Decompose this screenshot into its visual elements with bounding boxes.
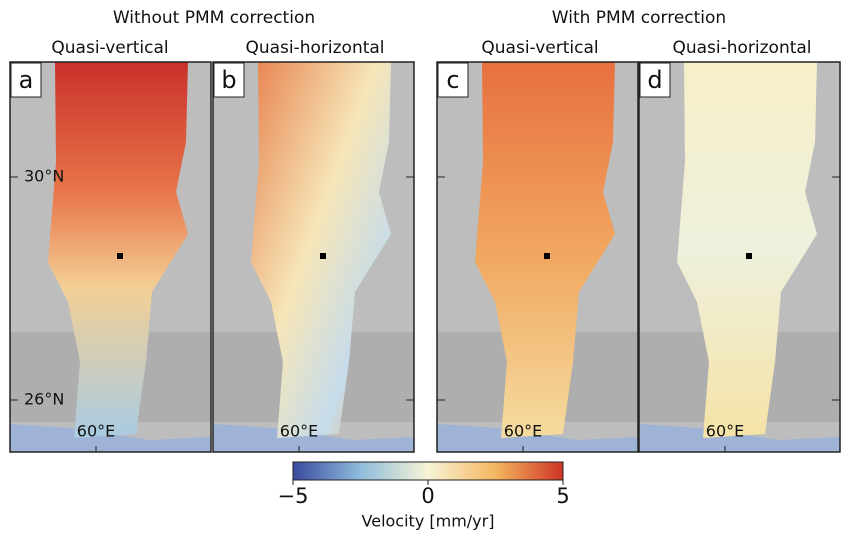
map-frame (212, 61, 415, 453)
map-panel: d 60°E (638, 61, 841, 453)
colorbar-tick-label: 5 (556, 484, 569, 508)
lon-label: 60°E (504, 422, 542, 441)
letter-box (10, 62, 42, 98)
colorbar-tick-label: −5 (278, 484, 309, 508)
lat-label: 30°N (24, 167, 64, 186)
panel-letter: c (446, 66, 459, 94)
reference-point (117, 253, 123, 259)
panel-title: Quasi-horizontal (672, 38, 811, 58)
lon-label: 60°E (77, 422, 115, 441)
reference-point (320, 253, 326, 259)
map-panel: a 60°E (9, 61, 212, 453)
panel-title: Quasi-horizontal (245, 38, 384, 58)
group-title: Without PMM correction (113, 8, 315, 28)
sea (10, 424, 211, 452)
colorbar-tick-label: 0 (421, 484, 434, 508)
panel-letter: d (647, 66, 662, 94)
colorbar (292, 461, 564, 481)
reference-point (544, 253, 550, 259)
lon-label: 60°E (706, 422, 744, 441)
velocity-field (251, 62, 391, 438)
velocity-field (48, 62, 188, 438)
map-frame (436, 61, 639, 453)
panel-title: Quasi-vertical (481, 38, 598, 58)
lon-label: 60°E (280, 422, 318, 441)
reference-point (746, 253, 752, 259)
velocity-field (475, 62, 615, 438)
sea (639, 424, 840, 452)
lat-label: 26°N (24, 390, 64, 409)
velocity-field (677, 62, 817, 438)
map-panel: b 60°E (212, 61, 415, 453)
map-frame (638, 61, 841, 453)
map-panel: c 60°E (436, 61, 639, 453)
panel-title: Quasi-vertical (51, 38, 168, 58)
panel-letter: a (19, 66, 34, 94)
colorbar-label: Velocity [mm/yr] (362, 512, 495, 531)
letter-box (213, 62, 245, 98)
panel-letter: b (221, 66, 236, 94)
group-title: With PMM correction (552, 8, 726, 28)
map-frame (9, 61, 212, 453)
letter-box (437, 62, 469, 98)
sea (213, 424, 414, 452)
letter-box (639, 62, 671, 98)
sea (437, 424, 638, 452)
